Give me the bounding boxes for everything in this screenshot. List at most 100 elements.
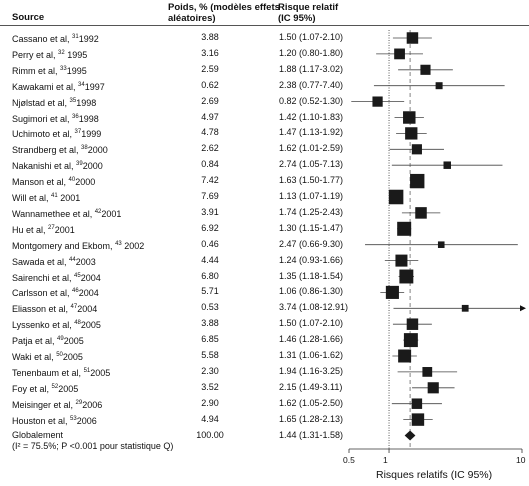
- study-reference: 36: [72, 113, 79, 120]
- study-weight: 4.94: [201, 413, 219, 424]
- study-year: 1995: [64, 49, 88, 60]
- point-estimate: [398, 349, 412, 363]
- point-estimate: [411, 413, 425, 426]
- study-year: 2001: [101, 208, 122, 219]
- study-name: Sugimori et al, 361998: [12, 112, 99, 125]
- study-author: Meisinger et al,: [12, 399, 76, 410]
- study-weight: 3.52: [201, 381, 219, 392]
- point-estimate: [385, 285, 399, 299]
- study-name: Houston et al, 532006: [12, 414, 97, 427]
- study-author: Cassano et al,: [12, 34, 73, 44]
- study-reference: 42: [94, 208, 102, 215]
- study-weight: 3.88: [201, 318, 219, 329]
- study-author: Foy et al,: [12, 383, 52, 394]
- study-rr: 1.65 (1.28-2.13): [279, 413, 344, 424]
- study-name: Carlsson et al, 462004: [12, 286, 99, 299]
- study-author: Manson et al,: [12, 177, 69, 188]
- study-rr: 1.30 (1.15-1.47): [279, 222, 344, 233]
- study-rr: 3.74 (1.08-12.91): [279, 302, 349, 313]
- study-name: Sairenchi et al, 452004: [12, 271, 101, 284]
- study-year: 2004: [77, 304, 98, 315]
- study-weight: 2.69: [201, 95, 219, 106]
- x-tick-label-1: 1: [383, 455, 388, 465]
- study-rr: 1.94 (1.16-3.25): [279, 365, 344, 376]
- study-reference: 40: [68, 177, 76, 184]
- study-name: Manson et al, 402000: [12, 175, 95, 188]
- study-year: 2005: [58, 383, 79, 394]
- header-source: Source: [12, 12, 45, 23]
- study-weight: 6.80: [201, 270, 219, 281]
- point-estimate: [411, 398, 423, 409]
- point-estimate: [394, 48, 405, 60]
- study-rr: 1.46 (1.28-1.66): [279, 334, 344, 345]
- study-author: Tenenbaum et al,: [12, 367, 84, 378]
- study-author: Sawada et al,: [12, 256, 70, 267]
- study-rr: 0.82 (0.52-1.30): [279, 95, 344, 106]
- study-name: Hu et al, 272001: [12, 223, 75, 236]
- study-year: 2001: [57, 193, 81, 203]
- study-year: 2001: [54, 224, 75, 235]
- point-estimate: [399, 269, 414, 284]
- study-year: 2003: [75, 256, 96, 267]
- x-tick-label-0.5: 0.5: [343, 455, 355, 465]
- study-weight: 0.84: [201, 159, 219, 170]
- point-estimate: [388, 189, 404, 205]
- study-weight: 7.69: [201, 191, 219, 201]
- study-rr: 1.63 (1.50-1.77): [279, 175, 344, 186]
- study-name: Wannamethee et al, 422001: [12, 207, 121, 220]
- study-author: Njølstad et al,: [12, 97, 70, 108]
- study-name: Eliasson et al, 472004: [12, 302, 97, 315]
- study-rr: 2.15 (1.49-3.11): [279, 381, 343, 392]
- study-author: Nakanishi et al,: [12, 161, 77, 172]
- study-year: 1999: [81, 129, 102, 140]
- study-reference: 46: [72, 288, 79, 295]
- study-weight: 5.71: [201, 286, 219, 297]
- study-reference: 48: [74, 320, 81, 327]
- point-estimate: [406, 32, 419, 44]
- study-reference: 34: [78, 81, 85, 88]
- study-author: Sugimori et al,: [12, 113, 73, 124]
- study-year: 2000: [87, 145, 108, 156]
- study-rr: 2.38 (0.77-7.40): [279, 79, 344, 90]
- study-year: 2004: [78, 288, 99, 299]
- study-weight: 3.91: [201, 206, 219, 217]
- study-weight: 7.42: [201, 175, 219, 186]
- point-estimate: [403, 111, 416, 124]
- study-name: Strandberg et al, 382000: [12, 143, 108, 156]
- study-weight: 0.62: [201, 79, 219, 90]
- study-year: 2006: [76, 415, 97, 426]
- study-year: 2005: [63, 336, 84, 347]
- point-estimate: [422, 367, 433, 377]
- study-reference: 43: [115, 240, 122, 247]
- study-weight: 6.92: [201, 222, 219, 233]
- study-rr: 1.35 (1.18-1.54): [279, 270, 344, 281]
- study-name: Foy et al, 522005: [12, 382, 78, 395]
- study-name: Kawakami et al, 341997: [12, 80, 105, 93]
- study-author: Houston et al,: [12, 415, 71, 426]
- study-name: Lyssenko et al, 482005: [12, 318, 101, 331]
- study-weight: 6.85: [201, 334, 219, 345]
- point-estimate: [427, 382, 439, 394]
- study-reference: 31: [72, 34, 79, 40]
- study-rr: 1.24 (0.93-1.66): [279, 254, 344, 265]
- study-rr: 1.62 (1.05-2.50): [279, 397, 344, 408]
- study-year: 1995: [66, 65, 87, 76]
- overall-label: Globalement: [12, 429, 64, 440]
- point-estimate: [437, 241, 445, 248]
- study-year: 2000: [82, 161, 103, 172]
- study-author: Sairenchi et al,: [12, 272, 75, 283]
- study-weight: 0.46: [201, 238, 219, 249]
- study-weight: 2.30: [201, 365, 219, 376]
- study-year: 2005: [62, 352, 83, 362]
- study-reference: 29: [75, 399, 83, 406]
- point-estimate: [461, 304, 469, 312]
- study-author: Lyssenko et al,: [12, 320, 75, 331]
- overall-weight: 100.00: [196, 429, 224, 440]
- study-reference: 52: [51, 383, 59, 390]
- study-year: 2006: [82, 399, 103, 410]
- point-estimate: [405, 127, 418, 140]
- study-year: 2002: [121, 240, 145, 251]
- study-rr: 1.20 (0.80-1.80): [279, 47, 344, 58]
